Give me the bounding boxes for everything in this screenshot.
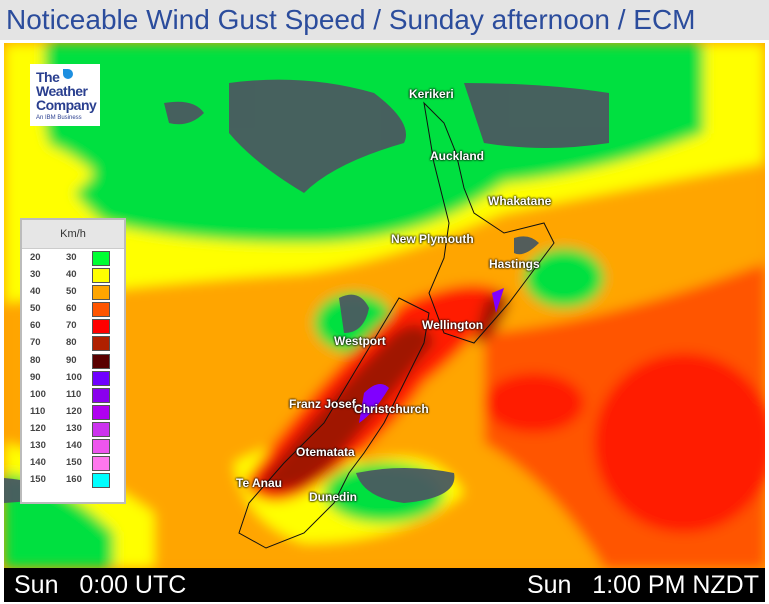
coastline	[238, 101, 555, 549]
legend-swatch	[92, 353, 110, 369]
weather-company-logo: The Weather Company An IBM Business	[30, 64, 100, 126]
legend-row: 120 130	[22, 420, 124, 437]
legend-swatch	[92, 421, 110, 437]
legend-row: 150 160	[22, 471, 124, 489]
legend-row: 90 100	[22, 369, 124, 386]
wind-field	[4, 43, 765, 568]
legend-row: 130 140	[22, 437, 124, 455]
city-label-kerikeri: Kerikeri	[409, 87, 454, 101]
legend-swatch	[92, 387, 110, 403]
legend-row: 70 80	[22, 334, 124, 352]
legend-swatch	[92, 473, 110, 489]
legend-from: 110	[30, 405, 46, 417]
legend-from: 80	[30, 354, 41, 366]
legend-swatch	[92, 456, 110, 472]
city-label-wellington: Wellington	[422, 318, 484, 332]
legend-to: 140	[66, 440, 82, 452]
local-time: Sun 1:00 PM NZDT	[526, 571, 759, 599]
time-bar: Sun 0:00 UTC Sun 1:00 PM NZDT	[4, 568, 765, 602]
city-label-hastings: Hastings	[489, 257, 540, 271]
logo-subtitle: An IBM Business	[36, 115, 82, 121]
legend-row: 80 90	[22, 352, 124, 369]
legend-swatch	[92, 370, 110, 386]
legend-to: 80	[66, 337, 77, 349]
legend-row: 30 40	[22, 266, 124, 284]
legend-swatch	[92, 319, 110, 335]
legend-unit: Km/h	[22, 220, 124, 249]
legend-from: 20	[30, 252, 41, 263]
legend-from: 100	[30, 388, 46, 400]
legend-swatch	[92, 336, 110, 352]
legend-from: 120	[30, 422, 46, 434]
city-label-christchurch: Christchurch	[354, 402, 429, 416]
city-label-whakatane: Whakatane	[488, 194, 552, 208]
legend-row: 60 70	[22, 317, 124, 335]
legend-row: 20 30	[22, 249, 124, 266]
legend-from: 70	[30, 337, 41, 349]
city-label-dunedin: Dunedin	[309, 490, 357, 504]
legend-from: 50	[30, 303, 41, 315]
legend-row: 140 150	[22, 454, 124, 472]
legend-to: 100	[66, 371, 82, 383]
legend-from: 40	[30, 286, 41, 298]
legend-swatch	[92, 268, 110, 284]
legend-to: 50	[66, 286, 77, 298]
city-label-new-plymouth: New Plymouth	[391, 232, 474, 246]
logo-line2: Weather	[36, 83, 88, 99]
legend-to: 120	[66, 405, 82, 417]
legend-row: 40 50	[22, 283, 124, 301]
legend-row: 50 60	[22, 300, 124, 318]
legend-from: 30	[30, 269, 41, 281]
legend-from: 90	[30, 371, 41, 383]
legend-to: 130	[66, 422, 82, 434]
logo-line1: The	[36, 69, 60, 85]
legend-to: 70	[66, 320, 77, 332]
logo-line3: Company	[36, 97, 97, 113]
legend-from: 140	[30, 457, 46, 469]
legend-swatch	[92, 302, 110, 318]
legend-row: 110 120	[22, 403, 124, 420]
legend-to: 90	[66, 354, 77, 366]
legend-to: 110	[66, 388, 82, 400]
raindrop-icon	[63, 69, 73, 79]
city-label-otematata: Otematata	[296, 445, 355, 459]
city-label-te-anau: Te Anau	[236, 476, 283, 490]
legend-swatch	[92, 404, 110, 420]
wind-speed-legend: Km/h 20 30 30 40 40 50 50 60 60 70 70 80 80 90 90 100 10…	[20, 218, 126, 504]
legend-swatch	[92, 439, 110, 455]
legend-swatch	[92, 285, 110, 301]
legend-swatch	[92, 251, 110, 266]
city-label-westport: Westport	[334, 334, 386, 348]
legend-from: 130	[30, 440, 46, 452]
legend-to: 30	[66, 252, 77, 263]
utc-time: Sun 0:00 UTC	[14, 571, 187, 599]
legend-to: 40	[66, 269, 77, 281]
city-label-auckland: Auckland	[430, 149, 485, 163]
map-title: Noticeable Wind Gust Speed / Sunday afte…	[0, 0, 769, 40]
legend-from: 150	[30, 474, 46, 486]
legend-to: 150	[66, 457, 82, 469]
city-label-franz-josef: Franz Josef	[289, 397, 356, 411]
legend-to: 60	[66, 303, 77, 315]
wind-gust-map: The Weather Company An IBM Business Km/h 2…	[4, 43, 765, 568]
legend-to: 160	[66, 474, 82, 486]
legend-row: 100 110	[22, 386, 124, 403]
legend-from: 60	[30, 320, 41, 332]
